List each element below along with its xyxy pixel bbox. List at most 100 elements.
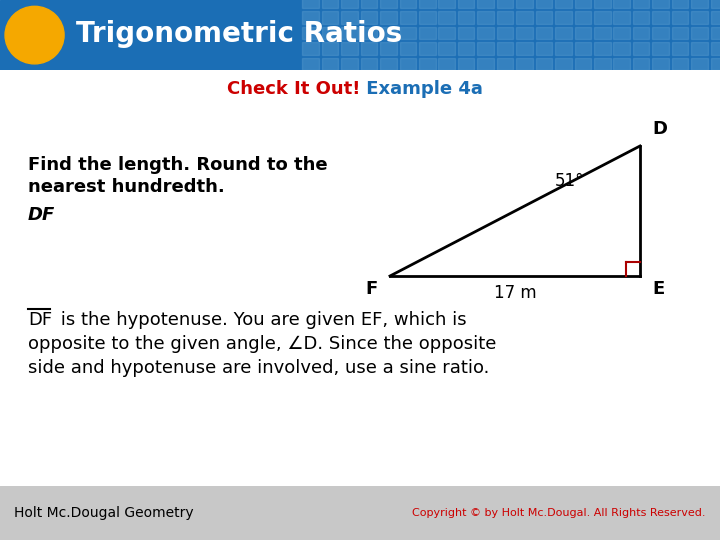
Bar [302, 26, 319, 39]
Bar [594, 58, 611, 70]
Bar [672, 58, 688, 70]
Bar [633, 42, 649, 55]
Bar [458, 26, 474, 39]
Text: Check It Out!: Check It Out! [227, 80, 360, 98]
Bar [516, 26, 533, 39]
Bar [536, 58, 552, 70]
Bar [575, 11, 591, 24]
Bar [438, 0, 455, 9]
Text: Trigonometric Ratios: Trigonometric Ratios [76, 19, 402, 48]
Bar [419, 11, 436, 24]
Bar [438, 58, 455, 70]
Bar [711, 11, 720, 24]
Bar [419, 42, 436, 55]
Bar [400, 42, 416, 55]
Bar [477, 26, 494, 39]
Bar [322, 58, 338, 70]
Text: E: E [652, 280, 665, 298]
Bar [361, 58, 377, 70]
Bar [652, 11, 669, 24]
Bar [633, 0, 649, 9]
Text: Copyright © by Holt Mc.Dougal. All Rights Reserved.: Copyright © by Holt Mc.Dougal. All Right… [412, 508, 706, 518]
Bar [341, 58, 358, 70]
Text: Find the length. Round to the: Find the length. Round to the [28, 156, 328, 174]
Bar [341, 11, 358, 24]
Bar [575, 26, 591, 39]
Bar [458, 42, 474, 55]
Bar [633, 11, 649, 24]
Bar [633, 58, 649, 70]
Bar [672, 11, 688, 24]
Bar [497, 0, 513, 9]
Bar [516, 58, 533, 70]
Bar [361, 42, 377, 55]
Bar [536, 11, 552, 24]
Bar [536, 26, 552, 39]
Bar [341, 0, 358, 9]
Text: DF: DF [28, 311, 52, 329]
Bar [594, 0, 611, 9]
Bar [575, 42, 591, 55]
Bar [400, 58, 416, 70]
Bar [477, 58, 494, 70]
Bar [613, 0, 630, 9]
Bar [302, 11, 319, 24]
Bar [400, 0, 416, 9]
Bar [652, 42, 669, 55]
Bar [438, 11, 455, 24]
Bar [458, 11, 474, 24]
Bar [516, 11, 533, 24]
Bar [419, 58, 436, 70]
Ellipse shape [5, 6, 64, 64]
Bar [613, 58, 630, 70]
Bar [711, 42, 720, 55]
Bar [711, 26, 720, 39]
Bar [322, 42, 338, 55]
Bar [575, 0, 591, 9]
Bar [341, 42, 358, 55]
Bar [322, 0, 338, 9]
Text: opposite to the given angle, ∠D. Since the opposite: opposite to the given angle, ∠D. Since t… [28, 335, 496, 353]
Bar [555, 58, 572, 70]
Bar [652, 0, 669, 9]
Bar [497, 26, 513, 39]
Bar [613, 42, 630, 55]
Bar [477, 11, 494, 24]
Bar [458, 58, 474, 70]
Bar [477, 0, 494, 9]
Bar [419, 26, 436, 39]
Bar [458, 0, 474, 9]
Bar [575, 58, 591, 70]
Text: F: F [366, 280, 378, 298]
Text: Holt Mc.Dougal Geometry: Holt Mc.Dougal Geometry [14, 506, 194, 520]
Bar [652, 26, 669, 39]
Bar [516, 42, 533, 55]
Bar [672, 42, 688, 55]
Bar [613, 26, 630, 39]
Text: side and hypotenuse are involved, use a sine ratio.: side and hypotenuse are involved, use a … [28, 359, 490, 377]
Bar [438, 42, 455, 55]
Bar [380, 0, 397, 9]
Bar [536, 0, 552, 9]
Bar [361, 26, 377, 39]
Bar [380, 58, 397, 70]
Bar [400, 26, 416, 39]
Bar [497, 42, 513, 55]
Bar [691, 42, 708, 55]
Bar [594, 42, 611, 55]
Bar [497, 58, 513, 70]
Text: D: D [652, 120, 667, 138]
Bar [711, 58, 720, 70]
Bar [691, 58, 708, 70]
Bar [380, 26, 397, 39]
Bar [691, 0, 708, 9]
Bar [555, 0, 572, 9]
Bar [594, 11, 611, 24]
Bar [555, 26, 572, 39]
Bar [711, 0, 720, 9]
Text: Example 4a: Example 4a [360, 80, 483, 98]
Bar [302, 42, 319, 55]
Bar [361, 11, 377, 24]
Bar [322, 11, 338, 24]
Bar [691, 26, 708, 39]
